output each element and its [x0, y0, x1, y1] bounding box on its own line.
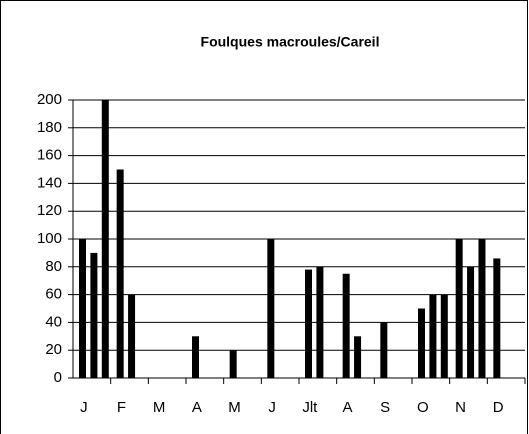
bar — [101, 100, 109, 378]
y-tick-label: 20 — [45, 341, 62, 358]
bar — [79, 239, 86, 378]
y-tick-label: 160 — [37, 147, 62, 164]
x-tick-label: J — [80, 399, 88, 416]
bar — [90, 252, 98, 378]
bar — [116, 169, 124, 378]
bar — [493, 258, 501, 378]
bar — [305, 269, 312, 378]
x-tick-label: A — [342, 399, 352, 416]
x-tick-label: D — [493, 399, 504, 416]
y-tick-label: 180 — [37, 119, 62, 136]
x-tick-label: N — [455, 399, 466, 416]
bar — [316, 266, 324, 378]
y-tick-label: 140 — [37, 174, 62, 191]
y-tick-label: 120 — [37, 202, 62, 219]
x-tick-label: M — [153, 399, 166, 416]
y-tick-label: 60 — [45, 286, 62, 303]
y-tick-label: 100 — [37, 230, 62, 247]
bar — [128, 294, 136, 378]
x-tick-label: M — [228, 399, 241, 416]
y-tick-label: 200 — [37, 91, 62, 108]
bar — [429, 294, 437, 378]
bar — [354, 336, 362, 378]
x-tick-label: A — [192, 399, 202, 416]
x-tick-label: J — [268, 399, 276, 416]
bar — [478, 239, 486, 378]
x-tick-label: O — [417, 399, 429, 416]
y-tick-label: 40 — [45, 313, 62, 330]
y-tick-label: 0 — [54, 369, 62, 386]
bar — [229, 350, 237, 378]
bar — [418, 308, 425, 378]
x-tick-label: F — [117, 399, 126, 416]
bar — [455, 239, 463, 378]
x-tick-label: Jlt — [302, 399, 318, 416]
bar — [267, 239, 275, 378]
bar — [440, 294, 448, 378]
chart-title: Foulques macroules/Careil — [201, 34, 380, 50]
y-tick-label: 80 — [45, 258, 62, 275]
x-tick-label: S — [380, 399, 390, 416]
bar — [380, 322, 388, 378]
bar — [342, 273, 350, 378]
bar — [192, 336, 199, 378]
bar — [467, 266, 475, 378]
